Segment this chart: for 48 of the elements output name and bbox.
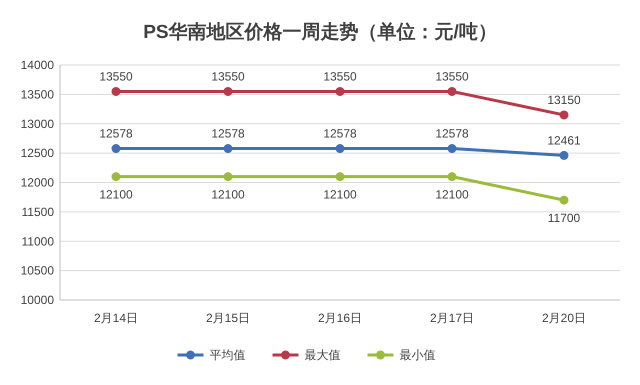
- data-label: 12461: [547, 133, 582, 148]
- y-tick-label: 10000: [20, 293, 54, 307]
- x-tick-label: 2月16日: [318, 311, 362, 325]
- data-label: 12100: [211, 188, 246, 202]
- data-label: 12578: [435, 126, 470, 141]
- point: [112, 144, 120, 154]
- data-label: 11700: [548, 211, 581, 226]
- legend-label: 平均值: [210, 348, 246, 362]
- data-label: 12578: [323, 126, 358, 141]
- point: [448, 144, 456, 154]
- data-label: 13150: [547, 92, 582, 107]
- x-tick-label: 2月15日: [206, 311, 250, 325]
- y-tick-label: 12500: [20, 146, 54, 160]
- x-tick-label: 2月17日: [430, 311, 474, 325]
- y-tick-label: 11000: [22, 234, 54, 248]
- point: [224, 86, 232, 96]
- x-tick-label: 2月14日: [94, 311, 138, 325]
- data-label: 13550: [211, 69, 246, 84]
- y-tick-label: 10500: [20, 264, 54, 278]
- data-label: 12100: [323, 188, 358, 202]
- data-label: 13550: [99, 69, 134, 84]
- point: [448, 86, 456, 96]
- data-label: 12578: [99, 126, 134, 141]
- point: [560, 196, 568, 205]
- point: [560, 110, 568, 120]
- data-label: 13550: [323, 69, 358, 84]
- point: [448, 172, 456, 182]
- point: [336, 144, 344, 154]
- point: [224, 144, 232, 154]
- point: [336, 86, 344, 96]
- point: [112, 172, 120, 182]
- point: [224, 172, 232, 182]
- y-tick-label: 13500: [20, 87, 54, 102]
- point: [112, 86, 120, 96]
- y-tick-label: 14000: [20, 58, 54, 72]
- legend-label: 最小值: [400, 348, 436, 362]
- point: [336, 172, 344, 182]
- x-tick-label: 2月20日: [542, 311, 586, 325]
- legend-label: 最大值: [304, 348, 340, 362]
- point: [560, 150, 568, 160]
- y-tick-label: 12000: [20, 176, 54, 190]
- y-tick-label: 13000: [20, 116, 54, 131]
- chart-title: PS华南地区价格一周走势（单位：元/吨）: [143, 21, 497, 43]
- data-label: 12578: [211, 126, 246, 141]
- y-tick-label: 11500: [22, 204, 54, 219]
- data-label: 12100: [99, 188, 134, 202]
- data-label: 13550: [435, 69, 470, 84]
- data-label: 12100: [435, 188, 470, 202]
